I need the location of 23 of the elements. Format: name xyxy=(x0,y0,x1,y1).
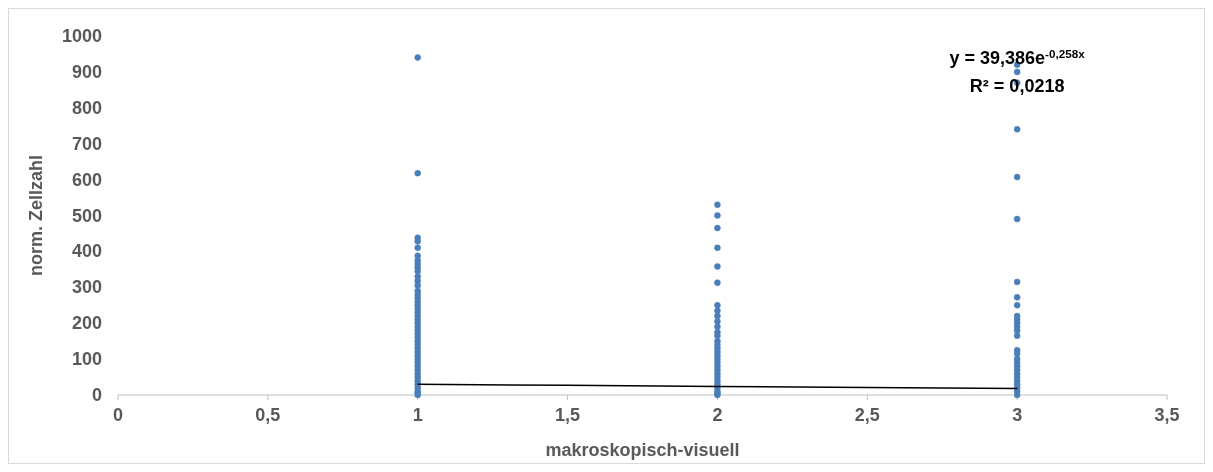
x-tick-label: 2,5 xyxy=(854,405,880,425)
x-tick-label: 3,5 xyxy=(1154,405,1180,425)
y-tick-label: 0 xyxy=(91,385,102,405)
annotation: y = 39,386e$^{-0,258x}$ xyxy=(949,46,1086,68)
x-tick-label: 0 xyxy=(112,405,124,425)
y-tick-label: 1000 xyxy=(61,26,102,46)
y-tick-label: 900 xyxy=(71,61,102,82)
x-tick-label: 2 xyxy=(712,405,723,425)
y-tick-label: 200 xyxy=(71,313,102,334)
x-tick-label: 1 xyxy=(412,405,423,425)
y-tick-label: 300 xyxy=(71,277,102,298)
y-tick-label: 600 xyxy=(71,169,102,190)
x-tick-label: 0,5 xyxy=(255,405,281,425)
x-tick-label: 3 xyxy=(1012,405,1023,425)
y-tick-label: 100 xyxy=(71,349,102,370)
y-tick-label: 400 xyxy=(71,241,102,262)
y-axis-title: norm. Zellzahl xyxy=(26,154,46,277)
x-tick-label: 1,5 xyxy=(555,405,581,425)
annotation: R² = 0,0218 xyxy=(969,75,1065,96)
y-tick-label: 500 xyxy=(71,205,102,226)
y-tick-label: 800 xyxy=(71,97,102,118)
y-tick-label: 700 xyxy=(71,133,102,154)
x-axis-title: makroskopisch-visuell xyxy=(545,440,740,460)
